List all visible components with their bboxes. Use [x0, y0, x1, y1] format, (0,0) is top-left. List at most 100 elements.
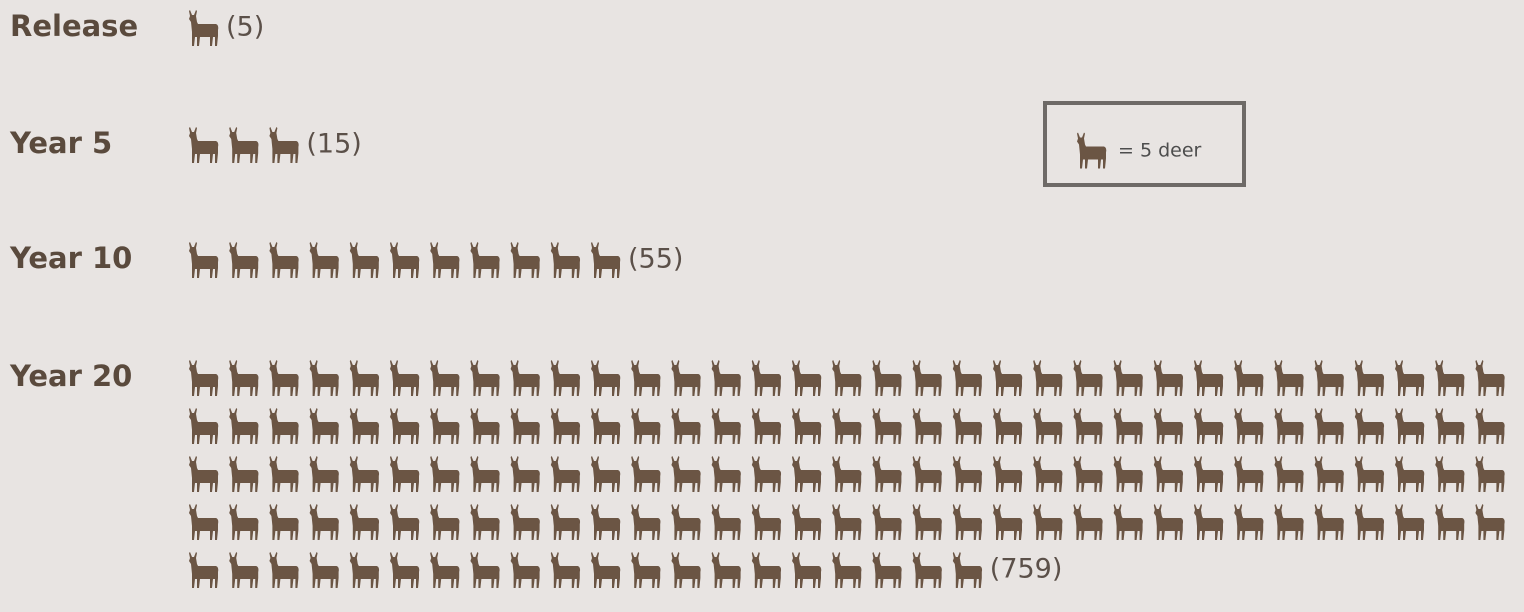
deer-icon	[1355, 456, 1384, 492]
deer-icon	[269, 504, 298, 540]
deer-icon	[470, 408, 499, 444]
deer-icon	[390, 360, 419, 396]
deer-icon	[953, 504, 982, 540]
deer-icon	[1395, 408, 1424, 444]
deer-icon	[189, 127, 218, 163]
deer-icon	[1033, 456, 1062, 492]
deer-icon	[390, 456, 419, 492]
deer-icon	[189, 504, 218, 540]
deer-icon	[350, 242, 379, 278]
deer-icon	[390, 552, 419, 588]
deer-icon	[189, 552, 218, 588]
deer-icon	[1395, 456, 1424, 492]
deer-icon	[269, 360, 298, 396]
deer-icon	[712, 456, 741, 492]
page: {"chart_data": { "type": "pictogram", "c…	[0, 0, 1524, 612]
deer-icon	[913, 456, 942, 492]
deer-icon	[269, 408, 298, 444]
deer-icon	[953, 456, 982, 492]
deer-icon	[1274, 360, 1303, 396]
deer-icon	[1033, 408, 1062, 444]
deer-icon	[953, 408, 982, 444]
deer-icon	[551, 408, 580, 444]
deer-icon	[229, 456, 258, 492]
deer-icon	[1475, 360, 1504, 396]
deer-icon	[1435, 456, 1464, 492]
deer-icon	[229, 552, 258, 588]
deer-icon	[1114, 504, 1143, 540]
deer-icon	[1234, 360, 1263, 396]
deer-icon	[832, 552, 861, 588]
deer-icon	[752, 504, 781, 540]
deer-icon	[1435, 408, 1464, 444]
deer-icon	[511, 504, 540, 540]
deer-icon	[1274, 408, 1303, 444]
deer-icon	[310, 504, 339, 540]
value-label: (55)	[628, 244, 683, 275]
deer-icon	[511, 456, 540, 492]
deer-icon	[872, 504, 901, 540]
legend: = 5 deer	[1045, 103, 1244, 185]
deer-icon	[671, 504, 700, 540]
deer-icon	[1234, 456, 1263, 492]
deer-icon	[1154, 456, 1183, 492]
deer-icon	[1073, 456, 1102, 492]
deer-icon	[229, 360, 258, 396]
deer-icon	[631, 552, 660, 588]
deer-icon	[631, 504, 660, 540]
deer-icon	[591, 360, 620, 396]
deer-icon	[993, 504, 1022, 540]
deer-icon	[832, 360, 861, 396]
category-label: Release	[10, 9, 138, 43]
deer-icon	[1114, 360, 1143, 396]
deer-icon	[310, 360, 339, 396]
deer-icon	[1154, 408, 1183, 444]
deer-icon	[712, 552, 741, 588]
deer-icon	[792, 552, 821, 588]
deer-icon	[671, 456, 700, 492]
legend-label: = 5 deer	[1118, 140, 1202, 162]
deer-icon	[913, 408, 942, 444]
deer-icon	[1194, 408, 1223, 444]
deer-icon	[1114, 408, 1143, 444]
deer-icon	[551, 360, 580, 396]
deer-icon	[832, 408, 861, 444]
deer-icon	[953, 552, 982, 588]
deer-icon	[591, 504, 620, 540]
deer-icon	[511, 242, 540, 278]
deer-icon	[350, 456, 379, 492]
deer-icon	[430, 408, 459, 444]
deer-icon	[792, 408, 821, 444]
deer-icon	[872, 552, 901, 588]
deer-icon	[551, 242, 580, 278]
deer-icon	[310, 456, 339, 492]
deer-icon	[390, 504, 419, 540]
deer-icon	[430, 242, 459, 278]
deer-icon	[189, 360, 218, 396]
deer-icon	[1234, 408, 1263, 444]
deer-icon	[1194, 360, 1223, 396]
deer-icon	[631, 408, 660, 444]
deer-icon	[1114, 456, 1143, 492]
deer-icon	[792, 360, 821, 396]
deer-icon	[430, 360, 459, 396]
deer-icon	[913, 552, 942, 588]
deer-icon	[511, 360, 540, 396]
deer-icon	[631, 456, 660, 492]
category-label: Year 10	[9, 241, 132, 275]
deer-icon	[430, 456, 459, 492]
deer-icon	[1315, 504, 1344, 540]
deer-icon	[470, 242, 499, 278]
deer-icon	[993, 456, 1022, 492]
deer-icon	[631, 360, 660, 396]
category-label: Year 20	[9, 359, 132, 393]
deer-icon	[229, 408, 258, 444]
deer-icon	[551, 456, 580, 492]
deer-icon	[470, 552, 499, 588]
deer-icon	[1315, 360, 1344, 396]
deer-icon	[993, 408, 1022, 444]
deer-icon	[671, 552, 700, 588]
deer-icon	[953, 360, 982, 396]
deer-icon	[390, 408, 419, 444]
deer-icon	[350, 360, 379, 396]
